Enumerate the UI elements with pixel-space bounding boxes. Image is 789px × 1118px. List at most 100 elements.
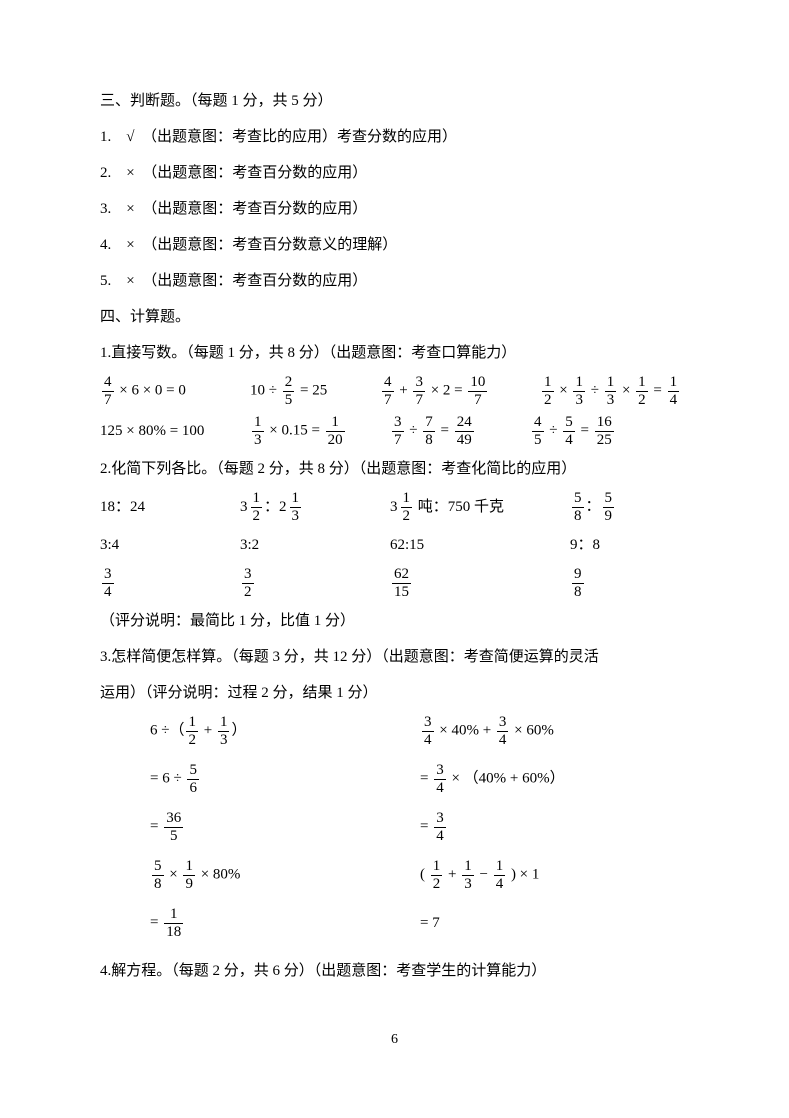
text: × 60% <box>510 722 553 738</box>
frac: 78 <box>423 414 435 448</box>
q1r2-c1: 125 × 80% = 100 <box>100 416 250 446</box>
text: × 2 = <box>427 382 466 398</box>
text: 10 ÷ <box>250 382 281 398</box>
text: × <box>618 382 634 398</box>
frac: 59 <box>603 490 615 524</box>
q1r1-c1: 47 × 6 × 0 = 0 <box>100 374 250 408</box>
text: 6 ÷（ <box>150 722 184 738</box>
q2f-c2: 32 <box>240 566 390 600</box>
q3r2-R: = 34 × （40% + 60%） <box>420 762 565 796</box>
s3-item-3: 3. × （出题意图：考查百分数的应用） <box>100 194 689 224</box>
frac: 37 <box>392 414 404 448</box>
q1-row2: 125 × 80% = 100 13 × 0.15 = 120 37 ÷ 78 … <box>100 414 689 448</box>
frac: 47 <box>102 374 114 408</box>
text: ： <box>586 498 601 514</box>
text: = 25 <box>296 382 327 398</box>
text: + <box>396 382 412 398</box>
text: ) × 1 <box>507 866 539 882</box>
q3r4-L: 58 × 19 × 80% <box>150 858 420 892</box>
text: = <box>650 382 666 398</box>
text: ： <box>264 499 279 515</box>
q1-row1: 47 × 6 × 0 = 0 10 ÷ 25 = 25 47 + 37 × 2 … <box>100 374 689 408</box>
text: ÷ <box>406 422 422 438</box>
text: × （40% + 60%） <box>448 770 565 786</box>
q3r4-R: ( 12 + 13 − 14 ) × 1 <box>420 858 539 892</box>
frac: 120 <box>326 414 345 448</box>
q1r1-c2: 10 ÷ 25 = 25 <box>250 374 380 408</box>
text: = <box>150 818 162 834</box>
q2r-c1: 3:4 <box>100 530 240 560</box>
text: × 0.15 = <box>266 422 324 438</box>
q2f-c4: 98 <box>570 566 586 600</box>
text: = <box>577 422 593 438</box>
s3-item-2: 2. × （出题意图：考查百分数的应用） <box>100 158 689 188</box>
q1r1-c4: 12 × 13 ÷ 13 × 12 = 14 <box>540 374 681 408</box>
q3r3-L: = 365 <box>150 810 420 844</box>
q2r-c2: 3:2 <box>240 530 390 560</box>
text: 吨：750 千克 <box>414 499 504 515</box>
text: = <box>420 818 432 834</box>
q2-row-ratio: 3:4 3:2 62:15 9：8 <box>100 530 689 560</box>
frac: 2449 <box>455 414 474 448</box>
q2r-c3: 62:15 <box>390 530 570 560</box>
text: + <box>444 866 460 882</box>
s3-item-1: 1. √ （出题意图：考查比的应用）考查分数的应用） <box>100 122 689 152</box>
section4-title: 四、计算题。 <box>100 302 689 332</box>
text: = 6 ÷ <box>150 770 185 786</box>
text: ÷ <box>546 422 562 438</box>
mixed-number: 312 <box>390 490 414 524</box>
q1r2-c3: 37 ÷ 78 = 2449 <box>390 414 530 448</box>
q3r5-R: = 7 <box>420 908 440 938</box>
q3r5-L: = 118 <box>150 906 420 940</box>
s3-item-4: 4. × （出题意图：考查百分数意义的理解） <box>100 230 689 260</box>
q2f-c1: 34 <box>100 566 240 600</box>
frac: 13 <box>605 374 617 408</box>
frac: 25 <box>283 374 295 408</box>
frac: 13 <box>252 414 264 448</box>
page: 三、判断题。（每题 1 分，共 5 分） 1. √ （出题意图：考查比的应用）考… <box>0 0 789 1094</box>
text: = <box>437 422 453 438</box>
q4-title: 4.解方程。（每题 2 分，共 6 分）（出题意图：考查学生的计算能力） <box>100 956 689 986</box>
page-number: 6 <box>100 1026 689 1054</box>
q3r2-L: = 6 ÷ 56 <box>150 762 420 796</box>
text: × 40% + <box>436 722 495 738</box>
text: × <box>556 382 572 398</box>
frac: 1625 <box>595 414 614 448</box>
section3-title: 三、判断题。（每题 1 分，共 5 分） <box>100 86 689 116</box>
frac: 107 <box>468 374 487 408</box>
q3-row1: 6 ÷（12 + 13） 34 × 40% + 34 × 60% <box>100 714 689 748</box>
text: × <box>166 866 182 882</box>
q2e-c1: 18：24 <box>100 492 240 522</box>
q2r-c4: 9：8 <box>570 530 600 560</box>
q1r1-c3: 47 + 37 × 2 = 107 <box>380 374 540 408</box>
frac: 47 <box>382 374 394 408</box>
q1-title: 1.直接写数。（每题 1 分，共 8 分）（出题意图：考查口算能力） <box>100 338 689 368</box>
q3-row2: = 6 ÷ 56 = 34 × （40% + 60%） <box>100 762 689 796</box>
frac: 14 <box>668 374 680 408</box>
q2e-c3: 312 吨：750 千克 <box>390 490 570 524</box>
s3-item-5: 5. × （出题意图：考查百分数的应用） <box>100 266 689 296</box>
q3r1-R: 34 × 40% + 34 × 60% <box>420 714 554 748</box>
frac: 12 <box>636 374 648 408</box>
frac: 54 <box>563 414 575 448</box>
q2e-c4: 58：59 <box>570 490 616 524</box>
q3r1-L: 6 ÷（12 + 13） <box>150 714 420 748</box>
text: − <box>476 866 492 882</box>
q2e-c2: 312：213 <box>240 490 390 524</box>
q2-row-expr: 18：24 312：213 312 吨：750 千克 58：59 <box>100 490 689 524</box>
q3-title-2: 运用）（评分说明：过程 2 分，结果 1 分） <box>100 678 689 708</box>
text: × 80% <box>197 866 240 882</box>
q3-title-1: 3.怎样简便怎样算。（每题 3 分，共 12 分）（出题意图：考查简便运算的灵活 <box>100 642 689 672</box>
text: = <box>150 914 162 930</box>
q3-row3: = 365 = 34 <box>100 810 689 844</box>
q3-row4: 58 × 19 × 80% ( 12 + 13 − 14 ) × 1 <box>100 858 689 892</box>
q3-row5: = 118 = 7 <box>100 906 689 940</box>
frac: 45 <box>532 414 544 448</box>
frac: 37 <box>413 374 425 408</box>
q1r2-c2: 13 × 0.15 = 120 <box>250 414 390 448</box>
text: ÷ <box>587 382 603 398</box>
q2-title: 2.化简下列各比。（每题 2 分，共 8 分）（出题意图：考查化简比的应用） <box>100 454 689 484</box>
q3r3-R: = 34 <box>420 810 448 844</box>
text: ） <box>231 722 246 738</box>
text: ( <box>420 866 429 882</box>
